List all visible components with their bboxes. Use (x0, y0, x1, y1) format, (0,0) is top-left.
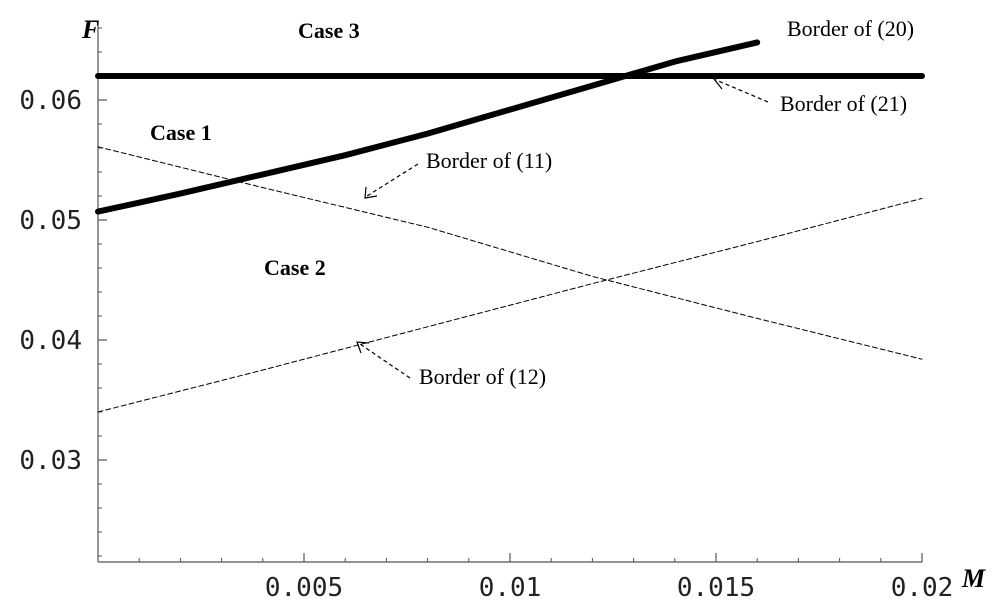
region-label-case-2: Case 2 (264, 255, 326, 280)
x-tick-label: 0.015 (677, 573, 755, 603)
x-axis-title: M (961, 564, 986, 593)
series-line-border-of-11 (97, 146, 923, 360)
axes: 0.005 0.01 0.015 0.02 0.03 0.04 0.05 0.06 (19, 22, 953, 603)
label-border-21: Border of (21) (780, 91, 907, 116)
arrow-border-11 (364, 163, 419, 199)
label-border-12: Border of (12) (419, 364, 546, 389)
series-line-border-of-20 (95, 39, 761, 215)
series-layer (95, 39, 925, 413)
y-tick-label: 0.05 (19, 206, 82, 236)
label-border-20: Border of (20) (787, 16, 914, 41)
arrow-border-12 (356, 341, 411, 379)
region-label-case-1: Case 1 (150, 120, 212, 145)
x-tick-label: 0.01 (479, 573, 542, 603)
series-line-border-of-12 (97, 197, 923, 413)
x-tick-label: 0.005 (265, 573, 343, 603)
x-tick-label: 0.02 (891, 573, 954, 603)
y-axis-title: F (81, 15, 99, 44)
y-tick-label: 0.06 (19, 86, 82, 116)
region-label-case-3: Case 3 (298, 18, 360, 43)
label-border-11: Border of (11) (426, 148, 552, 173)
y-tick-label: 0.04 (19, 326, 82, 356)
y-tick-label: 0.03 (19, 446, 82, 476)
arrow-border-21 (712, 76, 769, 103)
